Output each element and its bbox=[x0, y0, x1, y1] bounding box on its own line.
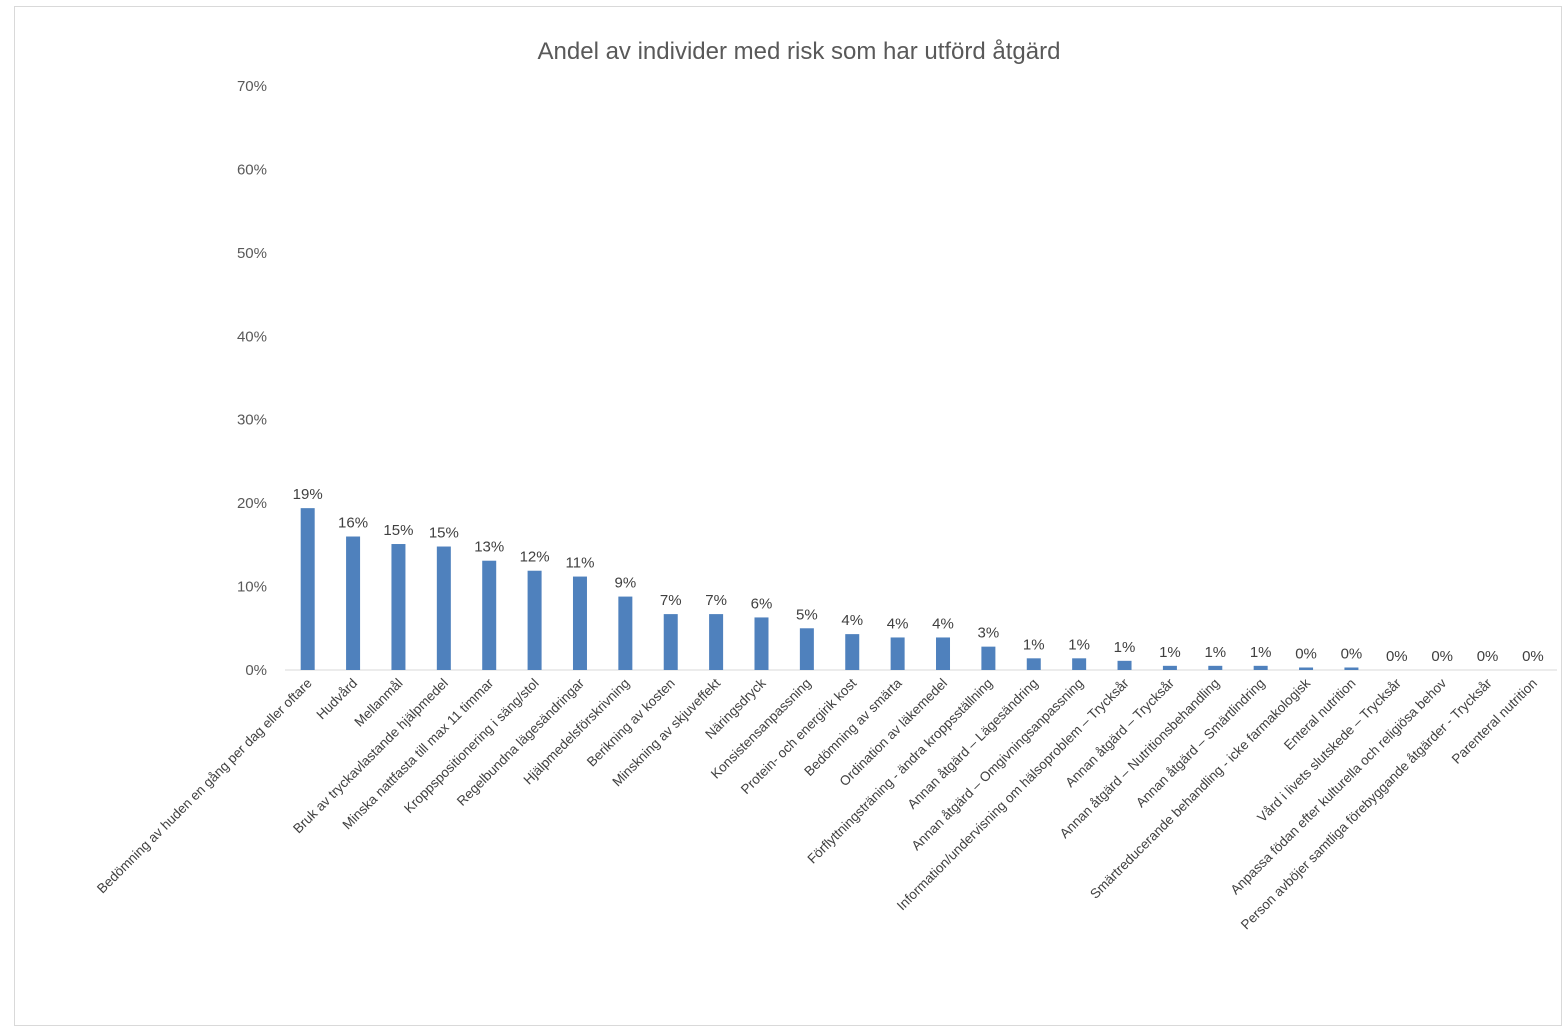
data-label: 1% bbox=[1114, 639, 1136, 656]
data-label: 15% bbox=[383, 522, 413, 539]
data-label: 16% bbox=[338, 515, 368, 532]
bar bbox=[391, 544, 406, 670]
bar bbox=[572, 576, 587, 670]
data-label: 11% bbox=[566, 555, 595, 572]
category-label: Annan åtgärd – Nutritionsbehandling bbox=[1057, 676, 1223, 842]
y-tick-label: 10% bbox=[237, 579, 267, 596]
bar bbox=[1299, 667, 1314, 670]
bar-chart: Andel av individer med risk som har utfö… bbox=[94, 38, 1557, 932]
data-label: 6% bbox=[751, 595, 773, 612]
bar bbox=[1026, 658, 1041, 670]
bar bbox=[663, 614, 678, 670]
data-label: 4% bbox=[887, 615, 909, 632]
category-label: Anpassa födan efter kulturella och relig… bbox=[1228, 675, 1450, 897]
chart-title: Andel av individer med risk som har utfö… bbox=[538, 38, 1061, 65]
data-label: 0% bbox=[1386, 648, 1408, 665]
data-label: 1% bbox=[1204, 644, 1226, 661]
bar bbox=[936, 637, 951, 670]
y-tick-label: 70% bbox=[237, 78, 267, 95]
data-label: 7% bbox=[705, 592, 727, 609]
y-tick-label: 60% bbox=[237, 161, 267, 178]
bar bbox=[709, 614, 724, 670]
bar bbox=[436, 546, 451, 670]
y-tick-label: 50% bbox=[237, 245, 267, 262]
data-label: 7% bbox=[660, 592, 682, 609]
y-tick-label: 0% bbox=[245, 662, 267, 679]
bar bbox=[1344, 667, 1359, 670]
data-label: 1% bbox=[1023, 636, 1045, 653]
y-tick-label: 30% bbox=[237, 412, 267, 429]
bar bbox=[981, 646, 996, 670]
data-label: 15% bbox=[429, 525, 459, 542]
y-tick-label: 20% bbox=[237, 495, 267, 512]
data-label: 1% bbox=[1068, 636, 1090, 653]
category-label: Bedömning av huden en gång per dag eller… bbox=[94, 676, 315, 897]
bar bbox=[482, 560, 497, 670]
data-label: 4% bbox=[932, 615, 954, 632]
bar bbox=[1253, 665, 1268, 670]
data-label: 3% bbox=[978, 625, 1000, 642]
category-label: Parenteral nutrition bbox=[1449, 676, 1540, 767]
bar bbox=[754, 617, 769, 670]
y-tick-label: 40% bbox=[237, 328, 267, 345]
bar bbox=[845, 634, 860, 670]
data-label: 1% bbox=[1159, 644, 1181, 661]
bar bbox=[1072, 658, 1087, 670]
bar bbox=[1208, 665, 1223, 670]
bar bbox=[300, 508, 315, 670]
data-label: 0% bbox=[1341, 645, 1363, 662]
data-label: 0% bbox=[1477, 648, 1499, 665]
data-label: 1% bbox=[1250, 644, 1272, 661]
data-label: 0% bbox=[1295, 645, 1317, 662]
category-label: Berikning av kosten bbox=[584, 676, 678, 770]
bars bbox=[300, 508, 1359, 670]
chart-frame: Andel av individer med risk som har utfö… bbox=[14, 6, 1562, 1026]
category-labels: Bedömning av huden en gång per dag eller… bbox=[94, 675, 1540, 932]
data-label: 4% bbox=[841, 612, 863, 629]
data-label: 5% bbox=[796, 606, 818, 623]
bar bbox=[1117, 660, 1132, 670]
data-label: 12% bbox=[520, 549, 550, 566]
bar bbox=[346, 536, 361, 670]
bar bbox=[890, 637, 905, 670]
bar bbox=[799, 628, 814, 670]
data-label: 0% bbox=[1431, 648, 1453, 665]
data-label: 13% bbox=[474, 539, 504, 556]
bar bbox=[1162, 665, 1177, 670]
bar bbox=[527, 570, 542, 670]
bar bbox=[618, 596, 633, 670]
category-label: Hudvård bbox=[314, 676, 361, 723]
y-axis-ticks: 0% 10% 20% 30% 40% 50% 60% 70% bbox=[237, 78, 267, 679]
data-label: 19% bbox=[293, 486, 323, 503]
data-label: 0% bbox=[1522, 648, 1544, 665]
data-labels: 19% 16% 15% 15% 13% 12% 11% 9% 7% 7% 6% 5% 4% 4% 4% 3% 1… bbox=[293, 486, 1544, 665]
data-label: 9% bbox=[615, 575, 637, 592]
